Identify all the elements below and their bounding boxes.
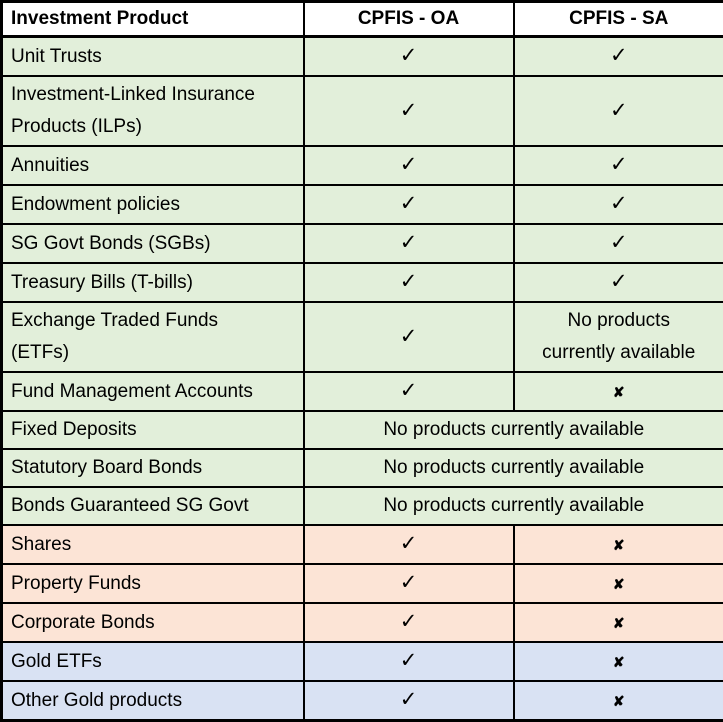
oa-cell: ✓ [304, 37, 514, 77]
header-cpfis-sa: CPFIS - SA [514, 2, 723, 37]
cross-icon: ✘ [613, 615, 625, 631]
check-icon: ✓ [400, 192, 418, 215]
cross-icon: ✘ [613, 654, 625, 670]
table-row: Other Gold products ✓ ✘ [2, 681, 723, 721]
product-cell: Other Gold products [2, 681, 304, 721]
product-cell: Unit Trusts [2, 37, 304, 77]
check-icon: ✓ [400, 153, 418, 176]
check-icon: ✓ [400, 688, 418, 711]
oa-cell: ✓ [304, 564, 514, 603]
sa-cell: ✓ [514, 185, 723, 224]
product-cell: Bonds Guaranteed SG Govt [2, 487, 304, 525]
check-icon: ✓ [610, 231, 628, 254]
product-cell: Statutory Board Bonds [2, 449, 304, 487]
table-row: Fund Management Accounts ✓ ✘ [2, 372, 723, 411]
table-row: Shares ✓ ✘ [2, 525, 723, 564]
sa-cell: ✓ [514, 224, 723, 263]
oa-cell: ✓ [304, 525, 514, 564]
product-cell: Gold ETFs [2, 642, 304, 681]
sa-cell: ✘ [514, 603, 723, 642]
product-cell: Corporate Bonds [2, 603, 304, 642]
oa-cell: ✓ [304, 76, 514, 146]
table-row: Treasury Bills (T-bills) ✓ ✓ [2, 263, 723, 302]
oa-cell: ✓ [304, 642, 514, 681]
product-cell: Fund Management Accounts [2, 372, 304, 411]
check-icon: ✓ [400, 610, 418, 633]
table-row: Endowment policies ✓ ✓ [2, 185, 723, 224]
sa-cell: ✓ [514, 37, 723, 77]
product-cell: Shares [2, 525, 304, 564]
header-investment-product: Investment Product [2, 2, 304, 37]
product-cell: Annuities [2, 146, 304, 185]
product-cell: Endowment policies [2, 185, 304, 224]
sa-cell: ✘ [514, 564, 723, 603]
sa-cell: ✘ [514, 681, 723, 721]
merged-availability-cell: No products currently available [304, 487, 723, 525]
oa-cell: ✓ [304, 185, 514, 224]
merged-availability-cell: No products currently available [304, 411, 723, 449]
product-cell: Exchange Traded Funds (ETFs) [2, 302, 304, 372]
check-icon: ✓ [400, 231, 418, 254]
header-cpfis-oa: CPFIS - OA [304, 2, 514, 37]
oa-cell: ✓ [304, 146, 514, 185]
product-cell: Property Funds [2, 564, 304, 603]
sa-cell: ✘ [514, 642, 723, 681]
sa-cell: ✘ [514, 525, 723, 564]
check-icon: ✓ [610, 44, 628, 67]
check-icon: ✓ [400, 532, 418, 555]
sa-cell: No products currently available [514, 302, 723, 372]
check-icon: ✓ [400, 44, 418, 67]
sa-cell: ✓ [514, 263, 723, 302]
oa-cell: ✓ [304, 681, 514, 721]
cross-icon: ✘ [613, 576, 625, 592]
sa-cell: ✘ [514, 372, 723, 411]
cross-icon: ✘ [613, 384, 625, 400]
table-row: Unit Trusts ✓ ✓ [2, 37, 723, 77]
table-row: Exchange Traded Funds (ETFs) ✓ No products… [2, 302, 723, 372]
check-icon: ✓ [400, 270, 418, 293]
table-row: Corporate Bonds ✓ ✘ [2, 603, 723, 642]
cross-icon: ✘ [613, 537, 625, 553]
cross-icon: ✘ [613, 693, 625, 709]
table-row: Investment-Linked Insurance Products (IL… [2, 76, 723, 146]
check-icon: ✓ [400, 649, 418, 672]
check-icon: ✓ [610, 270, 628, 293]
product-cell: Fixed Deposits [2, 411, 304, 449]
table-row: SG Govt Bonds (SGBs) ✓ ✓ [2, 224, 723, 263]
oa-cell: ✓ [304, 224, 514, 263]
oa-cell: ✓ [304, 302, 514, 372]
check-icon: ✓ [400, 325, 418, 348]
product-cell: Treasury Bills (T-bills) [2, 263, 304, 302]
check-icon: ✓ [610, 153, 628, 176]
check-icon: ✓ [610, 99, 628, 122]
sa-cell: ✓ [514, 76, 723, 146]
sa-cell: ✓ [514, 146, 723, 185]
oa-cell: ✓ [304, 372, 514, 411]
oa-cell: ✓ [304, 263, 514, 302]
check-icon: ✓ [610, 192, 628, 215]
table-row: Property Funds ✓ ✘ [2, 564, 723, 603]
product-cell: SG Govt Bonds (SGBs) [2, 224, 304, 263]
table-row: Annuities ✓ ✓ [2, 146, 723, 185]
check-icon: ✓ [400, 99, 418, 122]
table-body: Unit Trusts ✓ ✓ Investment-Linked Insurance… [2, 37, 723, 721]
header-row: Investment Product CPFIS - OA CPFIS - SA [2, 2, 723, 37]
product-cell: Investment-Linked Insurance Products (IL… [2, 76, 304, 146]
merged-availability-cell: No products currently available [304, 449, 723, 487]
check-icon: ✓ [400, 379, 418, 402]
check-icon: ✓ [400, 571, 418, 594]
table-row: Gold ETFs ✓ ✘ [2, 642, 723, 681]
oa-cell: ✓ [304, 603, 514, 642]
